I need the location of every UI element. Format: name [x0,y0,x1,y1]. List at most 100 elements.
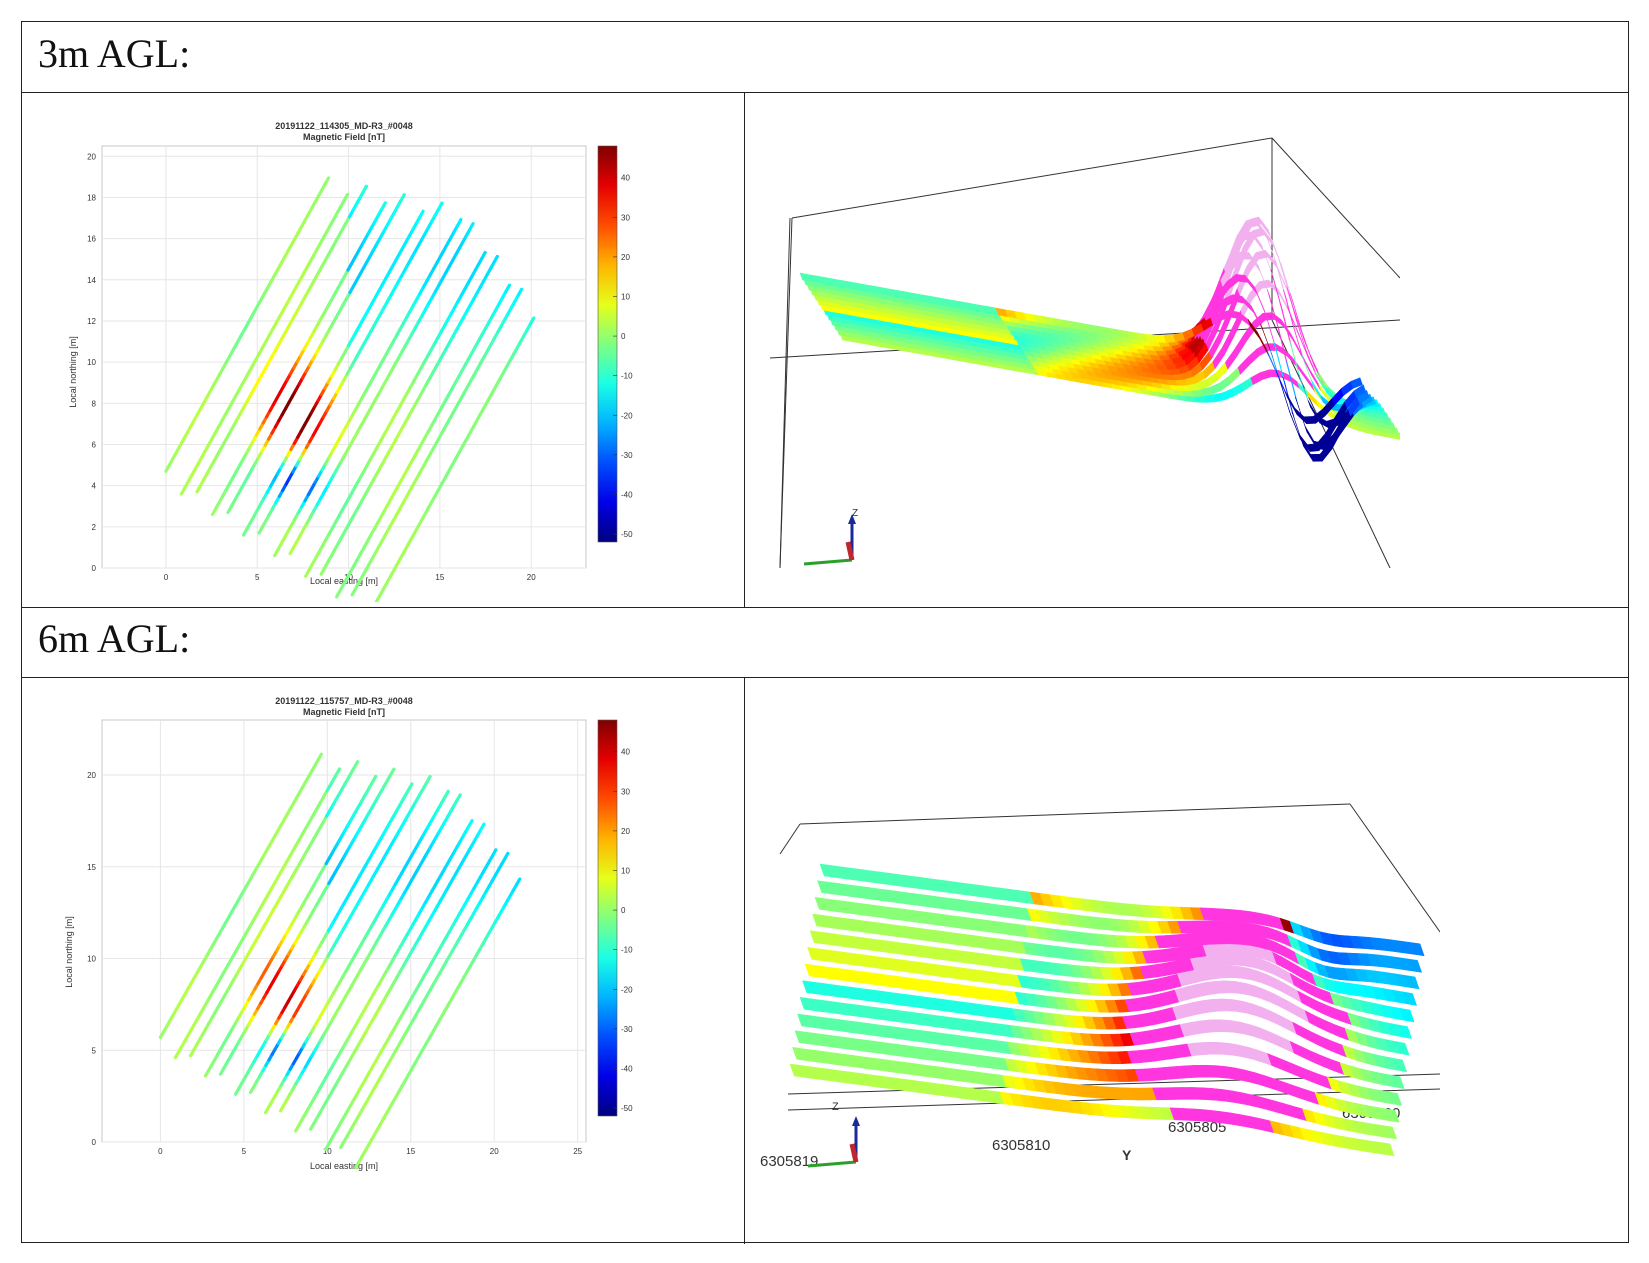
line-segment [342,192,350,203]
surface-strip [799,996,1405,1090]
surface-strips [789,863,1425,1157]
surface-strip [807,946,1413,1039]
survey-line [335,283,512,599]
colorbar-tick-label: 30 [621,787,630,796]
surface-cell [1225,348,1238,370]
line-segment [425,774,432,784]
survey-line [188,760,360,1058]
y-tick-label: 10 [87,358,96,367]
y-axis-label: Local northing [m] [64,916,74,988]
line-segment [515,877,522,887]
survey-line [179,192,350,496]
y-tick-label: 6305810 [992,1137,1050,1154]
surface-strip [809,930,1415,1023]
line-segment [352,760,360,769]
survey-line [248,774,432,1095]
survey-line [241,209,425,537]
x-tick-label: 5 [255,573,260,582]
y-tick-label: 15 [87,863,96,872]
y-tick-label: 4 [92,482,97,491]
z-axis-arrowhead [848,514,856,524]
line-segment [492,254,499,265]
surface-strip [804,963,1410,1056]
colorbar [597,145,618,543]
box-edge [779,823,801,855]
surface-cell [1308,350,1321,379]
row-label-3m: 3m AGL: [38,31,191,76]
surface-strip [794,1030,1400,1123]
y-tick-label: 5 [92,1046,97,1055]
surface-cell [1392,1057,1408,1073]
survey-line [164,176,331,473]
colorbar-tick-label: -50 [621,530,633,539]
map-chart-6m: 20191122_115757_MD-R3_#0048 Magnetic Fie… [32,687,732,1239]
x-axis-arrow [849,1143,859,1163]
x-tick-label: 15 [406,1147,415,1156]
surface-cell [1297,381,1310,398]
y-tick-label: 14 [87,276,96,285]
surface-cell [1353,384,1367,399]
line-segment [528,316,536,326]
surface-strip [797,1013,1403,1106]
y-tick-label: 6 [92,440,97,449]
survey-line [294,818,474,1133]
survey-line [288,222,475,556]
surface-cell [1409,942,1425,957]
survey-line [263,789,450,1115]
line-segment [407,782,414,791]
survey-line [278,793,462,1113]
column-divider [744,677,745,1244]
colorbar-tick-label: 10 [621,866,630,875]
surface-cell [1407,958,1423,973]
row-divider [22,607,1628,608]
colorbar-tick-label: 0 [621,906,626,915]
line-segment [418,209,425,219]
surface-3d-6m: 6305810 6305805 6305800 6305819 Y Z [760,684,1440,1240]
y-tick-label: 16 [87,235,96,244]
surface-cell [1379,1142,1395,1157]
line-segment [467,818,474,828]
box-edge [1271,137,1400,279]
survey-line [226,193,406,515]
survey-lines [164,176,536,602]
colorbar-tick-label: -40 [621,490,633,499]
x-tick-label: 5 [242,1147,247,1156]
y-tick-label: 0 [92,564,97,573]
line-segment [455,793,462,802]
y-tick-label: 8 [92,399,97,408]
surface-cell [1287,373,1301,390]
x-axis-label: Local easting [m] [310,1161,378,1171]
colorbar-tick-label: 20 [621,827,630,836]
surface-cell [1397,1024,1413,1039]
survey-line [354,877,522,1170]
y-tick-label: 6305805 [1168,1119,1226,1136]
line-segment [323,176,331,186]
line-segment [491,848,498,857]
surface-strip [814,896,1420,990]
surface-strip [802,980,1408,1073]
x-tick-label: 0 [158,1147,163,1156]
line-segment [361,184,368,195]
surface-cell [1389,1074,1405,1090]
surface-strip [812,913,1418,1006]
survey-line [374,316,536,602]
box-edge [799,803,1351,825]
line-segment [437,201,444,211]
x-tick-label: 20 [490,1147,499,1156]
colorbar-tick-label: -10 [621,946,633,955]
box-edge [779,217,791,569]
surface-strip [839,332,1400,440]
colorbar-tick-label: 0 [621,332,626,341]
survey-line [218,767,396,1076]
y-tick-label: 6305819 [760,1153,818,1170]
surface-strip [789,1063,1395,1157]
survey-line [203,774,378,1078]
survey-line [309,822,486,1131]
line-segment [380,201,387,211]
survey-line [304,250,487,578]
row-label-6m: 6m AGL: [38,616,191,661]
colorbar-tick-label: -30 [621,451,633,460]
surface-strip [819,863,1425,957]
survey-line [173,767,342,1060]
survey-line [233,782,414,1096]
